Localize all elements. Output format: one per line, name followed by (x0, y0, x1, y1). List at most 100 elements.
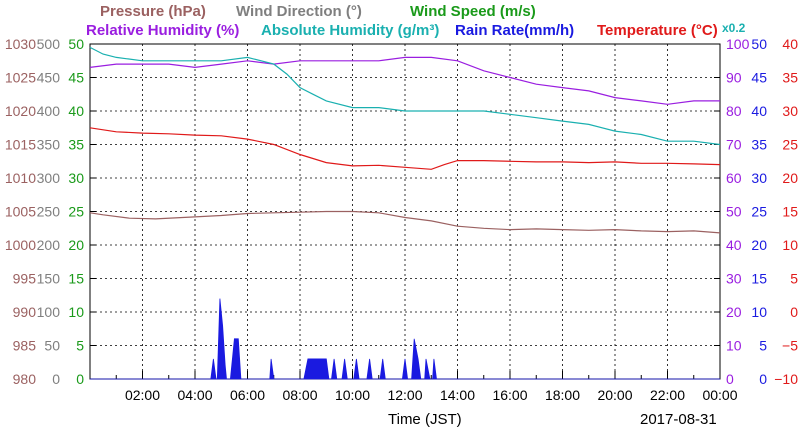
x-tick-label: 00:00 (702, 387, 737, 403)
wind_speed-tick-label: 0 (76, 371, 84, 387)
rain_rate-tick-label: 10 (751, 304, 767, 320)
pressure-tick-label: 1030 (5, 36, 36, 52)
legend-temperature: Temperature (°C) (597, 22, 718, 39)
legend-relative-humidity: Relative Humidity (%) (86, 22, 239, 39)
relative_humidity-tick-label: 40 (726, 237, 742, 253)
series-pressure-hpa-line (89, 210, 721, 234)
pressure-tick-label: 1020 (5, 103, 36, 119)
wind_speed-tick-label: 50 (68, 36, 84, 52)
relative_humidity-tick-label: 50 (726, 204, 742, 220)
x-tick-label: 04:00 (177, 387, 212, 403)
wind_direction-tick-label: 300 (37, 170, 61, 186)
rain_rate-tick-label: 15 (751, 271, 767, 287)
legend-pressure: Pressure (hPa) (100, 3, 206, 20)
relative_humidity-tick-label: 20 (726, 304, 742, 320)
temperature-tick-label: −5 (782, 338, 798, 354)
series-temperature-c-line (89, 127, 721, 170)
right-axes: 0102030405060708090100051015202530354045… (714, 36, 798, 387)
pressure-tick-label: 1025 (5, 70, 36, 86)
relative_humidity-tick-label: 0 (726, 371, 734, 387)
x-tick-label: 22:00 (650, 387, 685, 403)
rain_rate-tick-label: 25 (751, 204, 767, 220)
pressure-tick-label: 985 (13, 338, 37, 354)
wind_speed-tick-label: 35 (68, 137, 84, 153)
wind_direction-tick-label: 50 (44, 338, 60, 354)
legend-absolute-humidity: Absolute Humidity (g/m³) (261, 22, 439, 39)
temperature-tick-label: −10 (774, 371, 798, 387)
rain_rate-tick-label: 40 (751, 103, 767, 119)
x-tick-label: 06:00 (230, 387, 265, 403)
rain_rate-tick-label: 45 (751, 70, 767, 86)
temperature-tick-label: 10 (782, 237, 798, 253)
date-label: 2017-08-31 (640, 411, 717, 428)
series-rain-rate-area (90, 298, 720, 380)
wind_direction-tick-label: 100 (37, 304, 61, 320)
temperature-tick-label: 0 (790, 304, 798, 320)
pressure-tick-label: 1010 (5, 170, 36, 186)
wind_direction-tick-label: 350 (37, 137, 61, 153)
wind_speed-tick-label: 45 (68, 70, 84, 86)
relative_humidity-tick-label: 60 (726, 170, 742, 186)
relative_humidity-tick-label: 10 (726, 338, 742, 354)
relative_humidity-tick-label: 70 (726, 137, 742, 153)
x-tick-label: 08:00 (282, 387, 317, 403)
temperature-tick-label: 20 (782, 170, 798, 186)
rain_rate-tick-label: 0 (759, 371, 767, 387)
relative_humidity-tick-label: 100 (726, 36, 750, 52)
grid (90, 44, 720, 379)
temperature-tick-label: 15 (782, 204, 798, 220)
rain_rate-tick-label: 30 (751, 170, 767, 186)
wind_direction-tick-label: 0 (52, 371, 60, 387)
relative_humidity-tick-label: 80 (726, 103, 742, 119)
temperature-tick-label: 30 (782, 103, 798, 119)
legend-rain-rate: Rain Rate(mm/h) (455, 22, 574, 39)
legend-wind-speed: Wind Speed (m/s) (410, 3, 536, 20)
relative_humidity-tick-label: 90 (726, 70, 742, 86)
wind_direction-tick-label: 200 (37, 237, 61, 253)
pressure-tick-label: 1005 (5, 204, 36, 220)
wind_speed-tick-label: 5 (76, 338, 84, 354)
pressure-tick-label: 995 (13, 271, 37, 287)
x-tick-label: 10:00 (335, 387, 370, 403)
pressure-tick-label: 990 (13, 304, 37, 320)
legend-wind-direction: Wind Direction (°) (236, 3, 362, 20)
wind_direction-tick-label: 400 (37, 103, 61, 119)
x-tick-label: 12:00 (387, 387, 422, 403)
x-tick-label: 16:00 (492, 387, 527, 403)
wind_direction-tick-label: 450 (37, 70, 61, 86)
wind_speed-tick-label: 15 (68, 271, 84, 287)
pressure-tick-label: 1000 (5, 237, 36, 253)
wind_direction-tick-label: 500 (37, 36, 61, 52)
x-tick-label: 18:00 (545, 387, 580, 403)
x-axis-label: Time (JST) (388, 411, 462, 428)
temperature-tick-label: 40 (782, 36, 798, 52)
wind_speed-tick-label: 25 (68, 204, 84, 220)
x-axis: 02:00 04:00 06:00 08:00 10:00 12:00 14:00 16:00… (115, 371, 738, 403)
wind_speed-tick-label: 10 (68, 304, 84, 320)
pressure-tick-label: 1015 (5, 137, 36, 153)
series-layer (89, 46, 721, 380)
rain_rate-tick-label: 20 (751, 237, 767, 253)
temperature-tick-label: 25 (782, 137, 798, 153)
wind_speed-tick-label: 20 (68, 237, 84, 253)
wind_speed-tick-label: 40 (68, 103, 84, 119)
rain_rate-tick-label: 50 (751, 36, 767, 52)
temperature-tick-label: 5 (790, 271, 798, 287)
rain_rate-tick-label: 35 (751, 137, 767, 153)
temperature-tick-label: 35 (782, 70, 798, 86)
series-relative-humidity-line (89, 56, 720, 105)
wind_speed-tick-label: 30 (68, 170, 84, 186)
relative_humidity-tick-label: 30 (726, 271, 742, 287)
legend-row-2: Relative Humidity (%) Absolute Humidity … (86, 21, 746, 39)
wind_direction-tick-label: 150 (37, 271, 61, 287)
x-tick-label: 20:00 (597, 387, 632, 403)
rain_rate-tick-label: 5 (759, 338, 767, 354)
legend-scale-note: x0.2 (722, 21, 746, 35)
left-axes: 9809859909951000100510101015102010251030… (5, 36, 96, 387)
wind_direction-tick-label: 250 (37, 204, 61, 220)
legend-row-1: Pressure (hPa) Wind Direction (°) Wind S… (100, 3, 536, 20)
pressure-tick-label: 980 (13, 371, 37, 387)
x-tick-label: 02:00 (125, 387, 160, 403)
x-tick-label: 14:00 (440, 387, 475, 403)
